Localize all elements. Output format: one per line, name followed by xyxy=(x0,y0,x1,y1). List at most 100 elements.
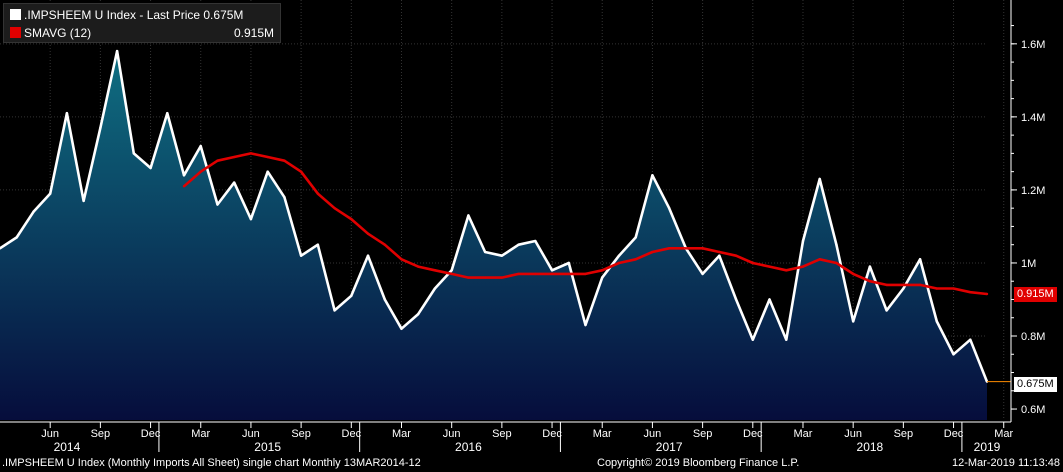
price-point xyxy=(99,126,102,130)
smavg-point xyxy=(500,276,504,279)
y-tick-label: 1.4M xyxy=(1021,112,1045,124)
smavg-point xyxy=(567,272,570,276)
legend: .IMPSHEEM U Index - Last Price 0.675M SM… xyxy=(3,3,281,43)
y-tick-label: 0.8M xyxy=(1021,331,1045,343)
price-point xyxy=(199,144,202,148)
smavg-point xyxy=(216,159,219,162)
price-point xyxy=(383,298,386,301)
x-tick-label: Sep xyxy=(291,428,311,440)
price-point xyxy=(249,217,253,221)
price-point xyxy=(601,276,604,279)
legend-series-price: .IMPSHEEM U Index - Last Price 0.675M xyxy=(10,7,274,23)
price-point xyxy=(366,254,370,257)
legend-series-smavg: SMAVG (12) 0.915M xyxy=(10,25,274,41)
y-tick-label: 1M xyxy=(1021,258,1036,270)
smavg-point xyxy=(651,250,654,254)
price-point xyxy=(0,247,2,250)
legend-series2-label: SMAVG (12) xyxy=(24,26,92,40)
smavg-point xyxy=(433,269,437,272)
price-point xyxy=(48,192,52,195)
smavg-point xyxy=(366,232,370,235)
year-label: 2014 xyxy=(54,440,81,454)
price-point xyxy=(467,214,470,217)
price-point xyxy=(885,309,888,312)
x-tick-label: Sep xyxy=(693,428,713,440)
price-point xyxy=(350,294,353,298)
smavg-point xyxy=(316,192,320,195)
smavg-point xyxy=(617,261,621,265)
smavg-point xyxy=(701,247,704,250)
price-point xyxy=(768,298,771,301)
smavg-point xyxy=(417,265,420,268)
price-point xyxy=(567,261,570,265)
smavg-point xyxy=(266,155,269,159)
price-point xyxy=(617,254,621,257)
price-line xyxy=(0,49,989,383)
price-point xyxy=(851,320,855,323)
smavg-point xyxy=(383,243,386,246)
price-area xyxy=(0,51,987,420)
price-point xyxy=(500,254,504,257)
legend-swatch-red xyxy=(10,27,21,38)
x-tick-label: Dec xyxy=(542,428,562,440)
price-point xyxy=(316,243,320,246)
smavg-point xyxy=(182,185,186,188)
smavg-point xyxy=(283,159,286,162)
price-point xyxy=(450,269,453,272)
smavg-point xyxy=(985,292,989,296)
y-axis: 0.6M 0.8M 1M 1.2M 1.4M 1.6M xyxy=(1010,0,1045,422)
smavg-point xyxy=(935,287,939,290)
price-point xyxy=(651,174,654,177)
smavg-point xyxy=(584,272,587,276)
price-point xyxy=(299,254,303,257)
year-label: 2015 xyxy=(254,440,281,454)
price-point xyxy=(417,312,420,316)
year-label: 2018 xyxy=(857,440,884,454)
smavg-point xyxy=(350,217,353,221)
price-point xyxy=(701,272,704,276)
smavg-point xyxy=(785,269,788,272)
x-tick-label: Mar xyxy=(794,428,813,440)
price-point xyxy=(751,338,754,341)
footer-copyright: Copyright© 2019 Bloomberg Finance L.P. xyxy=(597,457,800,469)
smavg-last-tag: 0.915M xyxy=(1014,287,1057,302)
smavg-point xyxy=(868,280,872,283)
price-point xyxy=(718,254,721,257)
x-axis: Jun Sep Dec Mar Jun Sep Dec Mar Jun Sep Dec Mar Jun S… xyxy=(0,421,1014,454)
data-points xyxy=(0,49,1011,383)
smavg-point xyxy=(233,155,236,159)
year-label: 2019 xyxy=(974,440,1001,454)
x-tick-label: Sep xyxy=(894,428,914,440)
legend-swatch-white xyxy=(10,9,21,20)
smavg-point xyxy=(634,258,637,261)
footer-timestamp: 12-Mar-2019 11:13:48 xyxy=(951,457,1060,469)
x-tick-label: Jun xyxy=(443,428,461,440)
smavg-point xyxy=(818,258,821,261)
price-point xyxy=(82,199,85,203)
smavg-point xyxy=(801,265,805,268)
smavg-point xyxy=(835,261,838,265)
y-tick-label: 1.6M xyxy=(1021,39,1045,51)
price-point xyxy=(801,239,805,243)
price-point xyxy=(785,338,788,341)
smavg-point xyxy=(249,152,253,155)
x-tick-label: Dec xyxy=(743,428,763,440)
x-tick-label: Mar xyxy=(994,428,1013,440)
year-label: 2017 xyxy=(656,440,683,454)
price-last-tag: 0.675M xyxy=(1014,377,1057,392)
price-point xyxy=(918,258,922,261)
price-point xyxy=(935,320,939,323)
smavg-point xyxy=(601,269,604,272)
x-tick-label: Mar xyxy=(392,428,411,440)
smavg-point xyxy=(333,206,336,210)
x-tick-label: Dec xyxy=(944,428,964,440)
smavg-point xyxy=(550,272,554,276)
price-point xyxy=(534,239,537,243)
price-point xyxy=(132,152,136,155)
price-point xyxy=(433,287,437,290)
price-point xyxy=(333,309,336,312)
price-point xyxy=(233,181,236,184)
price-point xyxy=(517,243,520,246)
price-point xyxy=(400,327,403,330)
